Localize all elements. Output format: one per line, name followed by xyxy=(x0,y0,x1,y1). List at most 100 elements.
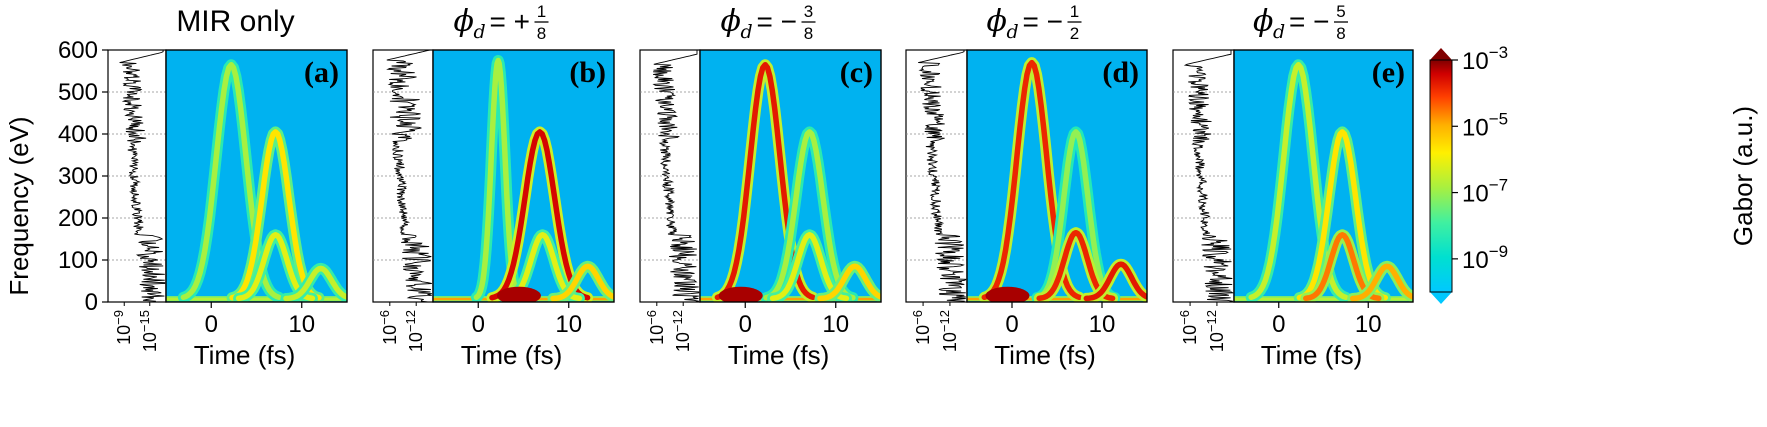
heatmap-frame xyxy=(432,49,615,303)
colorbar-tick-label: 10−7 xyxy=(1462,176,1508,208)
panel-tag: (d) xyxy=(1102,56,1139,89)
spectrum-tick-label: 10−9 xyxy=(111,310,134,345)
x-axis-label: Time (fs) xyxy=(1261,340,1363,370)
panel-title-numerator: 3 xyxy=(804,2,813,21)
trajectory-arc xyxy=(550,263,614,302)
spectrum-line xyxy=(918,50,967,303)
panel-title-sign: = − xyxy=(1023,6,1063,37)
x-tick-label: 0 xyxy=(1005,311,1018,338)
spectrum-tick-base: 10 xyxy=(380,325,400,345)
spectrum-tick-label: 10−6 xyxy=(1177,310,1200,345)
y-tick-label: 300 xyxy=(58,163,98,190)
colorbar-tick-base: 10 xyxy=(1462,114,1489,141)
spectrum-tick-base: 10 xyxy=(1180,325,1200,345)
y-tick-label: 400 xyxy=(58,121,98,148)
y-tick-label: 200 xyxy=(58,205,98,232)
onset-blob xyxy=(985,286,1030,302)
panel-tag: (a) xyxy=(304,56,339,89)
colorbar-tick-label: 10−5 xyxy=(1462,109,1508,141)
heatmap-content xyxy=(166,59,347,302)
colorbar-tick-label: 10−3 xyxy=(1462,43,1508,75)
x-axis-label: Time (fs) xyxy=(728,340,830,370)
spectrum-line xyxy=(652,50,700,303)
panel-title-symbol: ϕ xyxy=(1253,4,1273,39)
spectrum-tick-base: 10 xyxy=(1207,332,1227,352)
low-frequency-band-core xyxy=(967,297,1147,301)
spectrum-tick-exp: −6 xyxy=(1177,310,1192,325)
heatmap-content xyxy=(967,57,1147,302)
x-tick-label: 10 xyxy=(1089,311,1116,338)
spectrum-tick-label: 10−6 xyxy=(910,310,933,345)
x-axis-label: Time (fs) xyxy=(994,340,1096,370)
colorbar-frame xyxy=(1429,59,1453,293)
colorbar-tick-label: 10−9 xyxy=(1462,242,1508,274)
heatmap-frame xyxy=(699,49,882,303)
panel-title-numerator: 1 xyxy=(537,2,546,21)
heatmap-content xyxy=(1234,59,1413,302)
x-tick-label: 0 xyxy=(472,311,485,338)
low-frequency-band-core xyxy=(166,297,347,301)
panel-title-denominator: 2 xyxy=(1070,24,1079,43)
panel-title-numerator: 1 xyxy=(1070,2,1079,21)
colorbar-tick-exp: −9 xyxy=(1489,242,1508,261)
y-tick-label: 600 xyxy=(58,37,98,64)
x-tick-label: 10 xyxy=(288,311,315,338)
panel-title-symbol: ϕ xyxy=(721,4,741,39)
colorbar-extend-top xyxy=(1430,48,1452,60)
colorbar-extend-bottom xyxy=(1430,292,1452,304)
x-axis-label: Time (fs) xyxy=(194,340,296,370)
panel-title-denominator: 8 xyxy=(804,24,813,43)
spectrum-tick-exp: −6 xyxy=(644,310,659,325)
x-axis-label: Time (fs) xyxy=(461,340,563,370)
colorbar-tick-exp: −3 xyxy=(1489,43,1508,62)
panel-title: MIR only xyxy=(176,5,294,38)
panel-title-sign: = − xyxy=(1289,6,1329,37)
spectrum-tick-label: 10−12 xyxy=(1204,310,1227,352)
spectrum-tick-base: 10 xyxy=(406,332,426,352)
spectrum-tick-base: 10 xyxy=(114,325,134,345)
trajectory-arc xyxy=(1349,263,1413,302)
panel-title-subscript: d xyxy=(741,21,753,43)
x-tick-label: 10 xyxy=(822,311,849,338)
colorbar-tick-base: 10 xyxy=(1462,247,1489,274)
spectrum-tick-exp: −6 xyxy=(377,310,392,325)
colorbar-gradient xyxy=(1430,60,1452,292)
panel-title-symbol: ϕ xyxy=(987,4,1007,39)
colorbar-tick-base: 10 xyxy=(1462,48,1489,75)
spectrum-tick-base: 10 xyxy=(647,325,667,345)
y-tick-label: 500 xyxy=(58,79,98,106)
panel-title: ϕ d = + 1 8 xyxy=(454,2,549,43)
spectrum-tick-label: 10−12 xyxy=(670,310,693,352)
heatmap-frame xyxy=(1233,49,1414,303)
low-frequency-band-core xyxy=(700,297,881,301)
spectrum-tick-label: 10−15 xyxy=(137,310,160,352)
panel-title: ϕ d = − 3 8 xyxy=(721,2,816,43)
spectrum-tick-base: 10 xyxy=(673,332,693,352)
heatmap-content xyxy=(433,55,614,302)
spectrum-tick-exp: −12 xyxy=(1204,310,1219,332)
heatmap-frame xyxy=(966,49,1148,303)
heatmap-frame xyxy=(165,49,348,303)
spectrum-tick-label: 10−12 xyxy=(403,310,426,352)
x-tick-label: 0 xyxy=(1272,311,1285,338)
spectrum-line xyxy=(119,50,166,303)
spectrum-tick-exp: −6 xyxy=(910,310,925,325)
panel-title-sign: = + xyxy=(490,6,530,37)
spectrum-tick-label: 10−6 xyxy=(377,310,400,345)
spectrum-tick-base: 10 xyxy=(140,332,160,352)
spectrum-tick-label: 10−6 xyxy=(644,310,667,345)
colorbar-tick-exp: −7 xyxy=(1489,176,1508,195)
trajectory-arc xyxy=(283,265,347,302)
y-tick-label: 100 xyxy=(58,247,98,274)
panel-title-denominator: 8 xyxy=(1336,24,1345,43)
spectrum-tick-exp: −12 xyxy=(403,310,418,332)
onset-blob xyxy=(496,286,541,302)
